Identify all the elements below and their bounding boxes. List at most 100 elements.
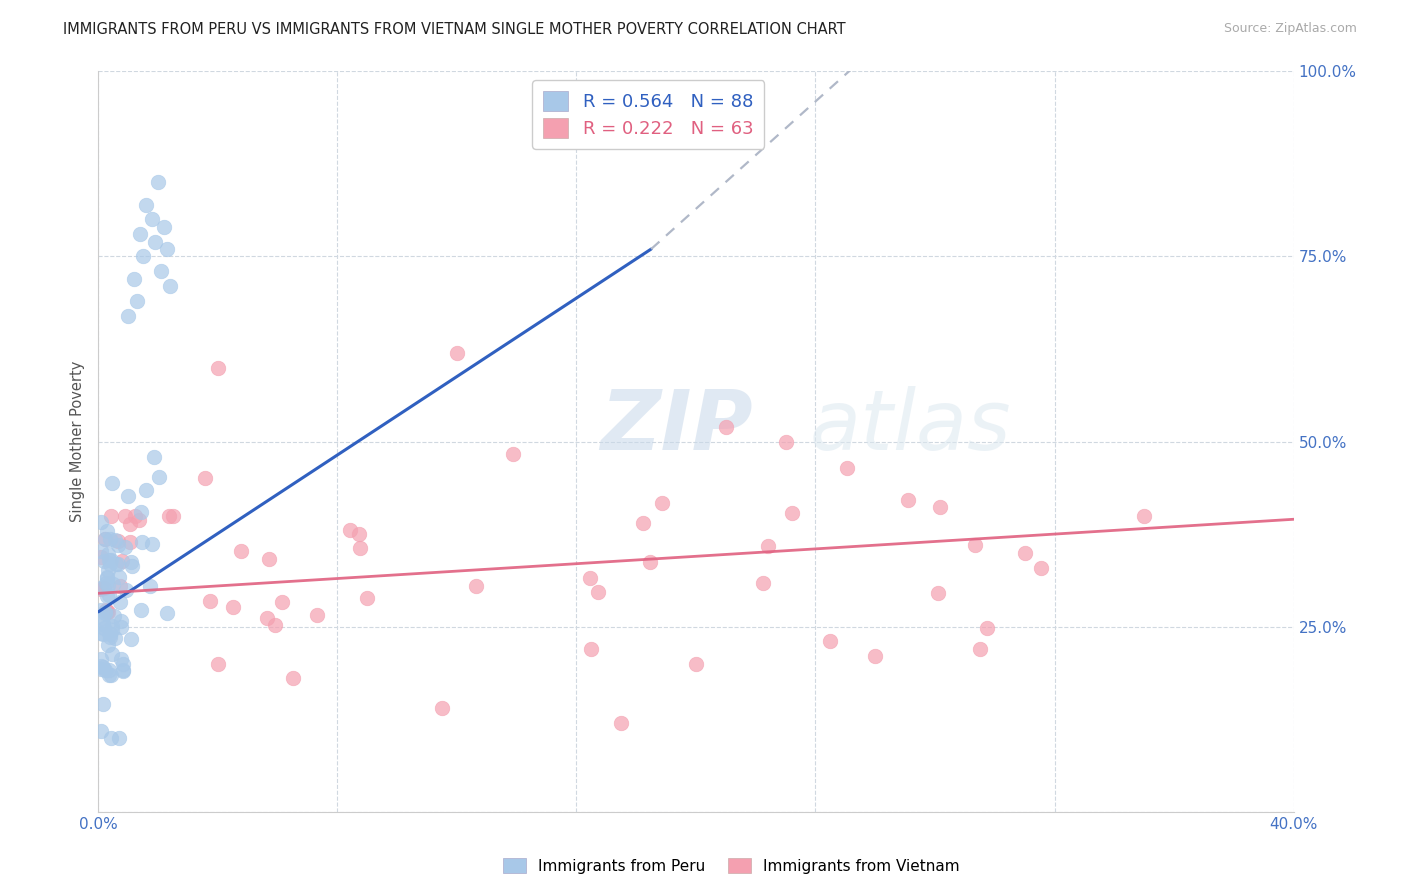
- Point: [96, 571, 118, 585]
- Point: [207, 360, 229, 375]
- Point: [94, 663, 117, 677]
- Point: [97, 605, 120, 619]
- Point: [264, 618, 287, 632]
- Point: [835, 460, 858, 475]
- Point: [118, 535, 141, 549]
- Point: [96, 605, 118, 619]
- Point: [143, 450, 166, 464]
- Point: [98, 589, 121, 603]
- Point: [98, 553, 121, 567]
- Legend: R = 0.564   N = 88, R = 0.222   N = 63: R = 0.564 N = 88, R = 0.222 N = 63: [531, 80, 765, 149]
- Point: [446, 345, 468, 359]
- Point: [94, 603, 117, 617]
- Point: [139, 579, 162, 593]
- Point: [159, 279, 181, 293]
- Point: [156, 242, 179, 256]
- Point: [129, 227, 152, 242]
- Point: [110, 614, 132, 628]
- Point: [339, 523, 361, 537]
- Point: [97, 563, 120, 577]
- Point: [256, 611, 278, 625]
- Point: [148, 469, 170, 483]
- Point: [124, 271, 146, 285]
- Point: [131, 505, 153, 519]
- Point: [669, 87, 692, 101]
- Point: [90, 662, 112, 676]
- Point: [927, 586, 949, 600]
- Point: [270, 595, 292, 609]
- Point: [135, 197, 157, 211]
- Point: [100, 552, 122, 566]
- Point: [98, 532, 121, 546]
- Point: [631, 516, 654, 530]
- Point: [229, 543, 252, 558]
- Point: [143, 235, 166, 249]
- Point: [100, 647, 122, 661]
- Point: [97, 547, 120, 561]
- Point: [105, 558, 128, 572]
- Point: [107, 557, 129, 571]
- Point: [1133, 508, 1156, 523]
- Point: [820, 634, 842, 648]
- Point: [90, 602, 112, 616]
- Point: [714, 419, 737, 434]
- Point: [90, 582, 112, 597]
- Text: Source: ZipAtlas.com: Source: ZipAtlas.com: [1223, 22, 1357, 36]
- Point: [969, 641, 991, 656]
- Point: [101, 619, 124, 633]
- Point: [90, 658, 112, 673]
- Point: [91, 617, 114, 632]
- Point: [356, 591, 378, 606]
- Point: [111, 664, 134, 678]
- Point: [111, 657, 134, 671]
- Point: [108, 595, 131, 609]
- Point: [128, 512, 150, 526]
- Point: [94, 605, 117, 619]
- Point: [108, 570, 131, 584]
- Point: [96, 570, 118, 584]
- Point: [581, 641, 603, 656]
- Point: [111, 554, 134, 568]
- Point: [104, 631, 127, 645]
- Point: [91, 697, 114, 711]
- Point: [640, 555, 662, 569]
- Point: [780, 506, 803, 520]
- Point: [94, 606, 117, 620]
- Point: [103, 608, 125, 623]
- Point: [93, 554, 115, 568]
- Point: [929, 500, 952, 514]
- Point: [90, 581, 112, 595]
- Legend: Immigrants from Peru, Immigrants from Vietnam: Immigrants from Peru, Immigrants from Vi…: [496, 852, 966, 880]
- Point: [98, 630, 121, 644]
- Point: [110, 620, 132, 634]
- Point: [758, 539, 780, 553]
- Point: [98, 557, 121, 571]
- Point: [97, 668, 120, 682]
- Point: [114, 508, 136, 523]
- Point: [100, 623, 122, 637]
- Point: [124, 508, 146, 523]
- Point: [198, 594, 221, 608]
- Point: [100, 731, 122, 745]
- Point: [117, 489, 139, 503]
- Point: [93, 532, 115, 546]
- Point: [207, 657, 229, 671]
- Point: [90, 652, 112, 666]
- Point: [90, 724, 112, 739]
- Point: [98, 627, 121, 641]
- Point: [93, 581, 115, 595]
- Text: ZIP: ZIP: [600, 386, 754, 467]
- Point: [97, 638, 120, 652]
- Point: [100, 668, 122, 682]
- Point: [129, 602, 152, 616]
- Point: [131, 534, 153, 549]
- Point: [93, 621, 115, 635]
- Point: [107, 538, 129, 552]
- Point: [157, 508, 180, 523]
- Point: [91, 660, 114, 674]
- Point: [100, 475, 122, 490]
- Text: atlas: atlas: [810, 386, 1011, 467]
- Point: [132, 250, 155, 264]
- Point: [112, 664, 135, 678]
- Point: [107, 731, 129, 745]
